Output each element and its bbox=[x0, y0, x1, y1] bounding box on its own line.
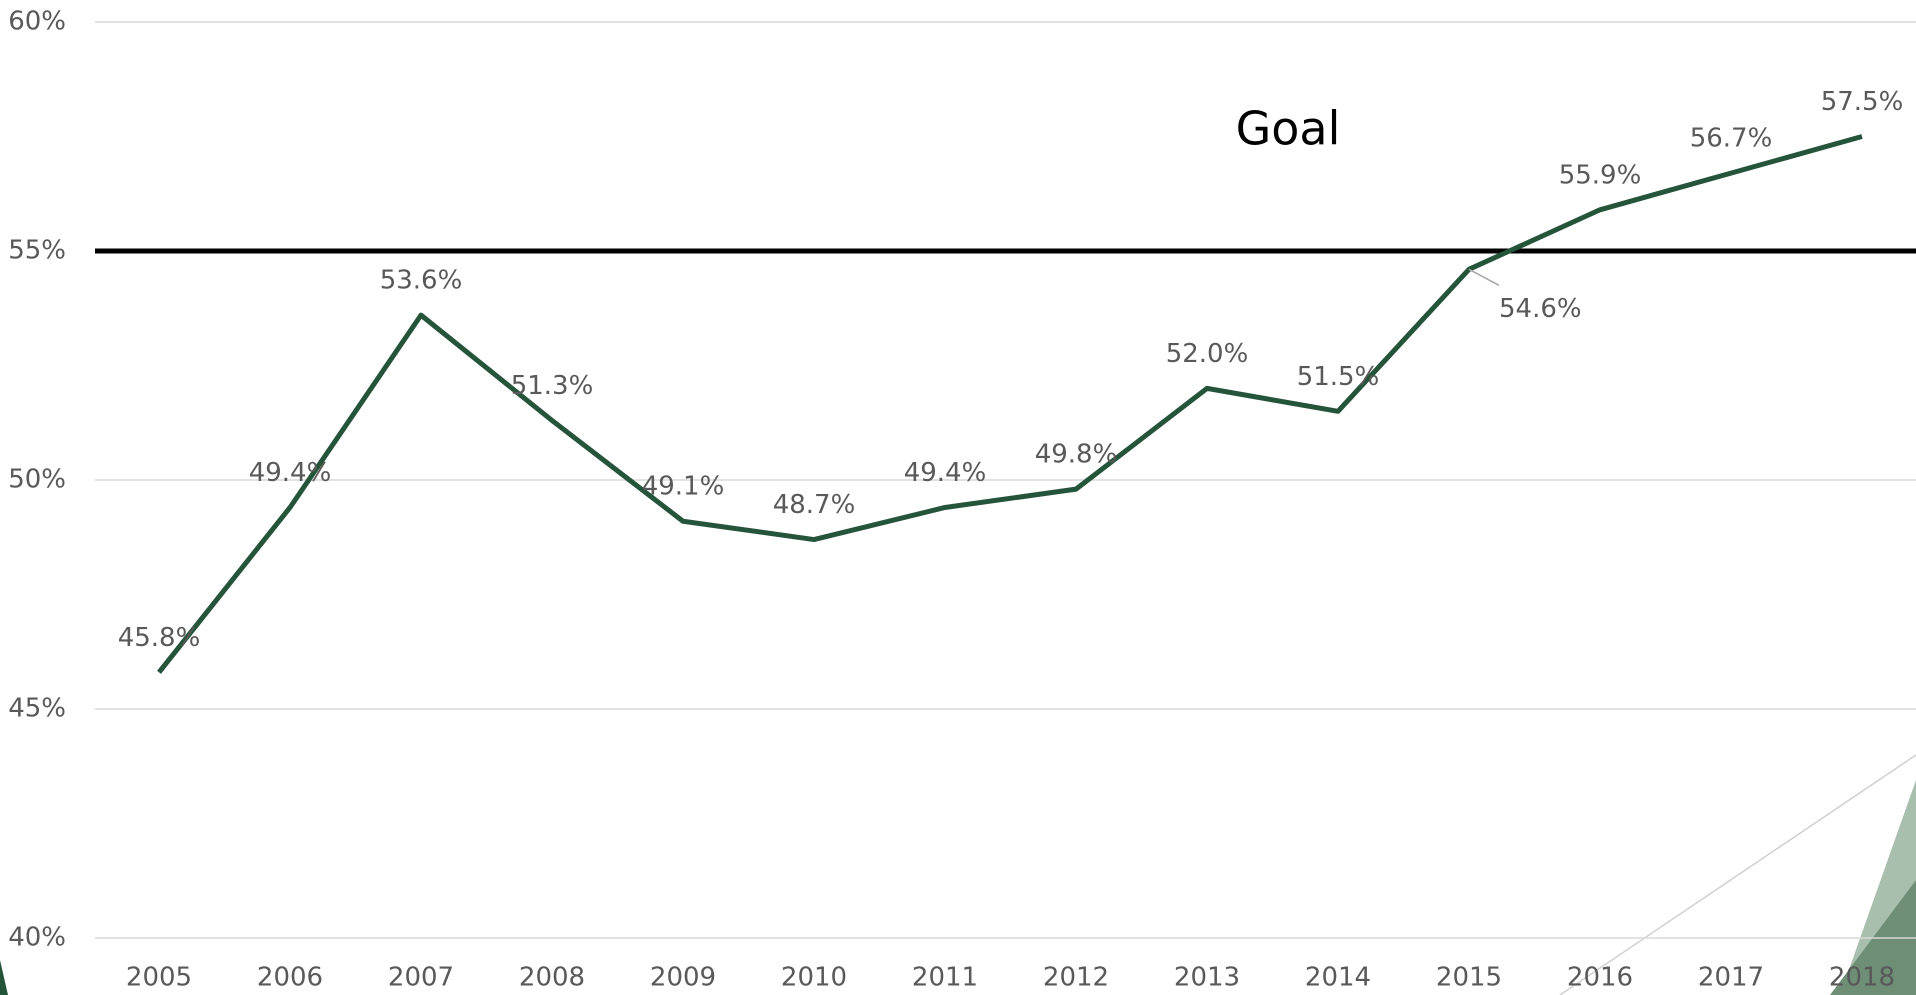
x-tick-label: 2008 bbox=[519, 963, 585, 993]
goal-label: Goal bbox=[1236, 102, 1341, 156]
x-tick-label: 2012 bbox=[1043, 963, 1109, 993]
data-label: 51.3% bbox=[511, 371, 594, 401]
x-tick-label: 2005 bbox=[126, 963, 192, 993]
data-label: 49.4% bbox=[904, 458, 987, 488]
data-label: 45.8% bbox=[118, 623, 201, 653]
x-tick-label: 2017 bbox=[1698, 963, 1764, 993]
decoration-line bbox=[1559, 754, 1916, 995]
data-label: 53.6% bbox=[380, 266, 463, 296]
x-tick-label: 2016 bbox=[1567, 963, 1633, 993]
data-label: 56.7% bbox=[1690, 124, 1773, 154]
series-line bbox=[157, 134, 1863, 674]
data-label: 52.0% bbox=[1166, 339, 1249, 369]
x-tick-label: 2018 bbox=[1829, 963, 1895, 993]
y-tick-label: 50% bbox=[8, 465, 66, 495]
data-label: 55.9% bbox=[1559, 160, 1642, 190]
data-label: 57.5% bbox=[1821, 87, 1904, 117]
data-label: 49.4% bbox=[249, 458, 332, 488]
x-tick-label: 2006 bbox=[257, 963, 323, 993]
leader-line bbox=[1468, 268, 1500, 286]
data-label: 49.1% bbox=[642, 472, 725, 502]
x-tick-label: 2007 bbox=[388, 963, 454, 993]
x-tick-label: 2014 bbox=[1305, 963, 1371, 993]
x-tick-label: 2011 bbox=[912, 963, 978, 993]
x-tick-label: 2015 bbox=[1436, 963, 1502, 993]
decoration-triangle bbox=[0, 960, 8, 995]
x-tick-label: 2009 bbox=[650, 963, 716, 993]
data-label: 48.7% bbox=[773, 490, 856, 520]
y-tick-label: 45% bbox=[8, 694, 66, 724]
y-tick-label: 60% bbox=[8, 7, 66, 37]
x-tick-label: 2010 bbox=[781, 963, 847, 993]
y-tick-label: 40% bbox=[8, 923, 66, 953]
data-label: 54.6% bbox=[1499, 294, 1582, 324]
x-tick-label: 2013 bbox=[1174, 963, 1240, 993]
data-label: 49.8% bbox=[1035, 440, 1118, 470]
y-tick-label: 55% bbox=[8, 236, 66, 266]
data-label: 51.5% bbox=[1297, 362, 1380, 392]
